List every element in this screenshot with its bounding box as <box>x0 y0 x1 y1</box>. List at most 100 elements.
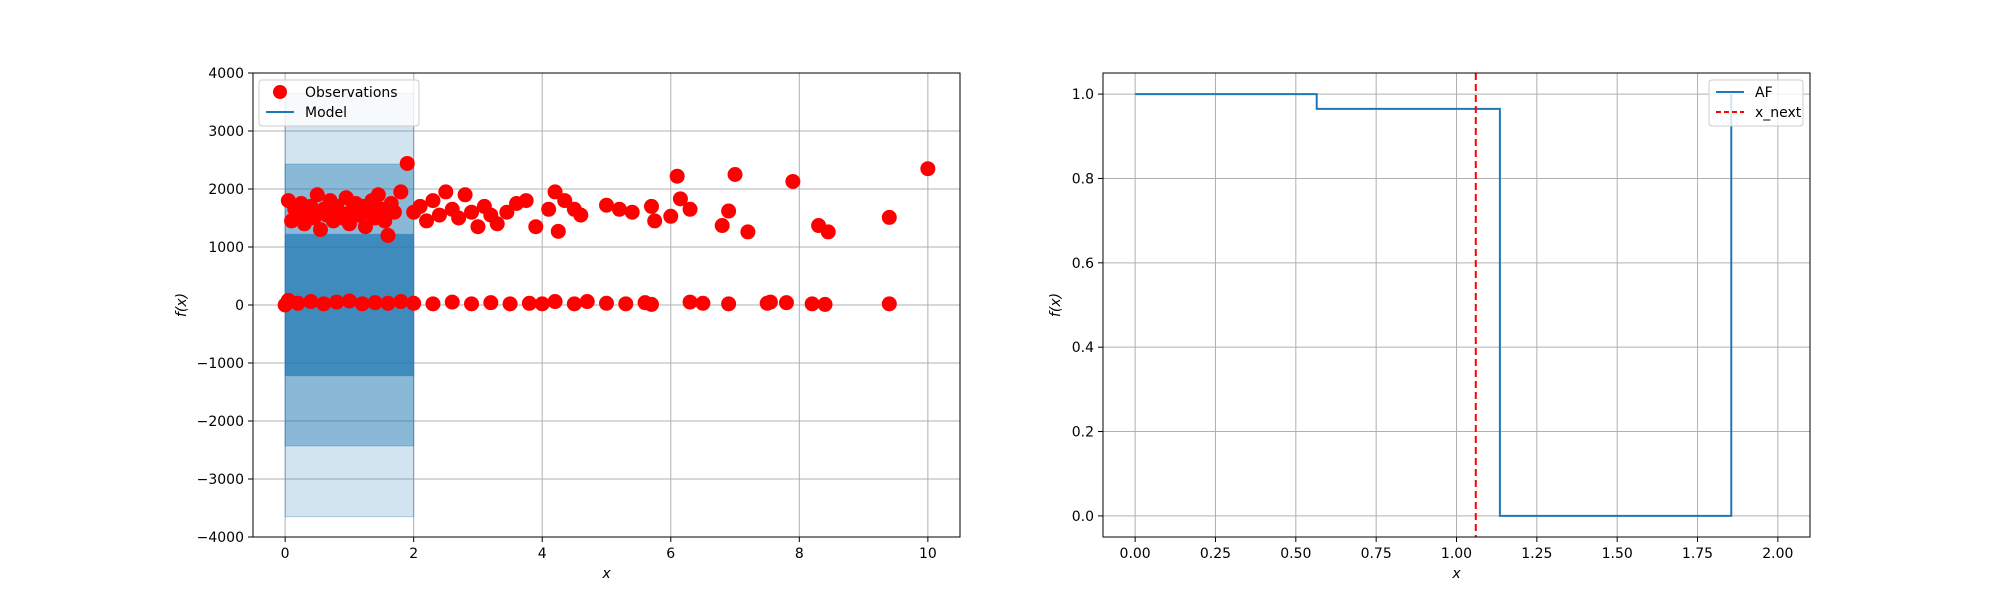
observation-point <box>817 296 833 312</box>
observation-point <box>762 294 778 310</box>
observation-point <box>306 210 322 226</box>
left-x-axis-label: x <box>601 566 611 582</box>
observation-point <box>714 218 730 234</box>
observation-point <box>541 201 557 217</box>
observation-point <box>611 201 627 217</box>
right-y-tick-label: 1.0 <box>1072 87 1094 103</box>
observation-point <box>804 296 820 312</box>
legend-observations-marker <box>273 85 287 99</box>
observation-point <box>483 295 499 311</box>
observation-point <box>721 203 737 219</box>
left-x-tick-label: 4 <box>538 546 547 562</box>
observation-point <box>316 296 332 312</box>
observation-point <box>547 184 563 200</box>
observation-point <box>393 294 409 310</box>
left-x-tick-label: 0 <box>281 546 290 562</box>
right-x-tick-label: 1.00 <box>1441 546 1472 562</box>
right-x-tick-label: 0.00 <box>1120 546 1151 562</box>
right-x-axis-label: x <box>1451 566 1461 582</box>
left-y-tick-label: 3000 <box>208 124 244 140</box>
observation-point <box>312 222 328 238</box>
left-legend: Observations Model <box>258 79 420 127</box>
left-y-tick-label: −2000 <box>197 414 244 430</box>
observation-point <box>354 296 370 312</box>
observation-point <box>721 296 737 312</box>
observation-point <box>920 161 936 177</box>
observation-point <box>740 224 756 240</box>
observation-point <box>451 210 467 226</box>
observation-point <box>566 296 582 312</box>
left-x-tick-label: 10 <box>919 546 937 562</box>
observation-point <box>341 216 357 232</box>
observation-point <box>303 198 319 214</box>
left-y-tick-label: 0 <box>235 298 244 314</box>
observation-point <box>599 197 614 213</box>
observation-point <box>778 295 794 311</box>
legend-observations-label: Observations <box>305 85 398 101</box>
observation-point <box>290 295 306 311</box>
observation-point <box>599 295 614 311</box>
observation-point <box>464 204 480 220</box>
observation-point <box>579 294 595 310</box>
left-y-tick-label: 1000 <box>208 240 244 256</box>
observation-point <box>309 187 325 203</box>
right-y-tick-label: 0.4 <box>1072 340 1094 356</box>
right-x-tick-label: 0.25 <box>1200 546 1231 562</box>
observation-point <box>643 296 659 312</box>
left-x-tick-label: 2 <box>409 546 418 562</box>
left-y-tick-label: 2000 <box>208 182 244 198</box>
observation-point <box>444 294 460 310</box>
observation-point <box>357 219 373 235</box>
observation-point <box>419 213 435 229</box>
observation-point <box>534 296 550 312</box>
observation-point <box>695 295 711 311</box>
right-y-tick-label: 0.6 <box>1072 256 1094 272</box>
observation-point <box>624 204 640 220</box>
left-y-tick-label: −3000 <box>197 472 244 488</box>
observation-point <box>457 187 473 203</box>
observation-point <box>370 187 386 203</box>
right-legend: AF x_next <box>1708 79 1804 127</box>
observation-point <box>438 184 454 200</box>
right-x-tick-label: 2.00 <box>1762 546 1793 562</box>
observation-point <box>682 201 698 217</box>
observation-point <box>528 219 544 235</box>
observation-point <box>518 193 534 209</box>
left-y-tick-label: −1000 <box>197 356 244 372</box>
right-y-tick-label: 0.0 <box>1072 509 1094 525</box>
observation-point <box>377 213 393 229</box>
observation-point <box>521 295 537 311</box>
observation-point <box>380 227 396 243</box>
right-x-tick-label: 0.50 <box>1280 546 1311 562</box>
legend-x-next-label: x_next <box>1755 105 1802 121</box>
observation-point <box>341 293 357 309</box>
observation-point <box>431 207 447 223</box>
left-legend-box <box>258 79 420 127</box>
observation-point <box>618 296 634 312</box>
observation-point <box>647 213 663 229</box>
right-y-axis-label: f(x) <box>1048 293 1064 317</box>
observation-point <box>502 296 518 312</box>
right-y-tick-label: 0.2 <box>1072 425 1094 441</box>
observation-point <box>425 193 441 209</box>
right-y-tick-label: 0.8 <box>1072 171 1094 187</box>
observation-point <box>547 294 563 310</box>
observation-point <box>550 223 566 239</box>
observation-point <box>682 294 698 310</box>
observation-point <box>399 155 415 171</box>
observation-point <box>380 295 396 311</box>
observation-point <box>425 296 441 312</box>
left-y-tick-label: 4000 <box>208 66 244 82</box>
observation-point <box>881 209 897 225</box>
observation-point <box>393 184 409 200</box>
left-y-axis-label: f(x) <box>174 293 190 317</box>
observation-point <box>386 204 402 220</box>
left-chart-observations-model: 0 2 4 6 8 10 −4000 −3000 −2000 −1000 0 1000 2000 3000… <box>174 66 961 582</box>
observation-point <box>412 198 428 214</box>
right-x-tick-label: 0.75 <box>1361 546 1392 562</box>
observation-point <box>499 204 515 220</box>
left-x-tick-label: 6 <box>666 546 675 562</box>
observation-point <box>727 167 743 182</box>
observation-point <box>820 224 836 240</box>
